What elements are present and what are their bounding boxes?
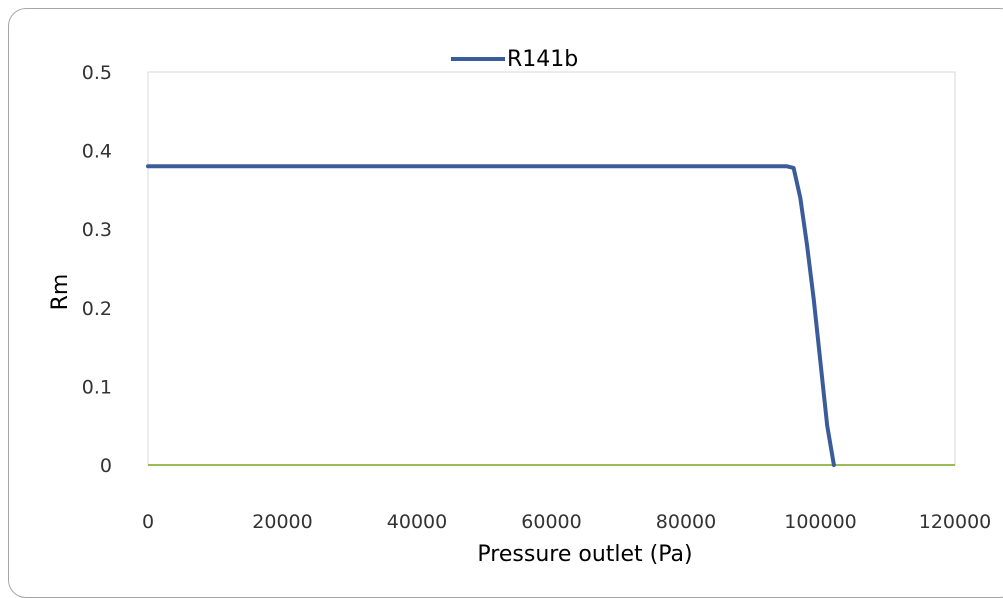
y-tick-label: 0.1 (82, 376, 112, 398)
x-axis-title: Pressure outlet (Pa) (477, 542, 692, 567)
legend: R141b (451, 47, 578, 72)
y-tick-label: 0 (100, 455, 112, 477)
y-tick-labels: 0 0.1 0.2 0.3 0.4 0.5 (82, 62, 112, 477)
series-line-r141b (146, 164, 836, 467)
x-tick-label: 120000 (919, 511, 992, 533)
plot-border (147, 71, 956, 466)
x-tick-label: 0 (142, 511, 154, 533)
x-tick-label: 20000 (252, 511, 312, 533)
x-tick-label: 60000 (521, 511, 581, 533)
x-tick-label: 80000 (656, 511, 716, 533)
legend-label-r141b: R141b (507, 47, 578, 72)
chart-frame (8, 8, 1003, 598)
y-tick-label: 0.3 (82, 219, 112, 241)
y-tick-label: 0.4 (82, 141, 112, 163)
x-tick-labels: 0 20000 40000 60000 80000 100000 120000 (142, 511, 991, 533)
y-tick-label: 0.2 (82, 298, 112, 320)
series-layer (146, 164, 836, 467)
line-chart: 0 0.1 0.2 0.3 0.4 0.5 0 20000 40000 60000 80000 10… (48, 47, 991, 567)
y-axis-title: Rm (48, 274, 73, 311)
y-tick-label: 0.5 (82, 62, 112, 84)
plot-area (147, 71, 956, 466)
x-tick-label: 40000 (387, 511, 447, 533)
x-tick-label: 100000 (784, 511, 857, 533)
